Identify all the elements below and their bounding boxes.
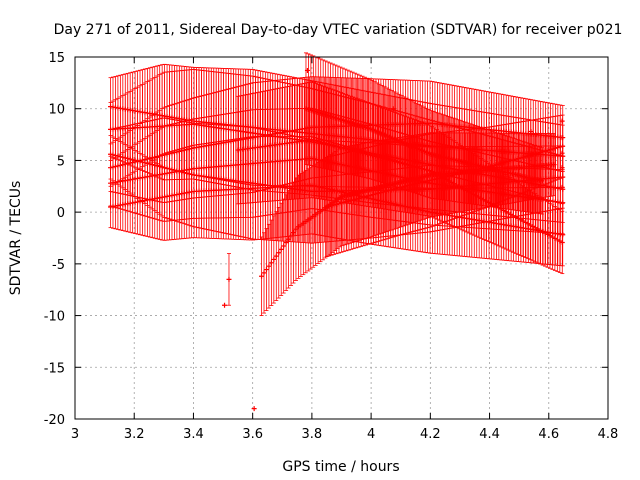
- data-point: [559, 239, 565, 245]
- data-layer: [108, 52, 566, 412]
- chart-title: Day 271 of 2011, Sidereal Day-to-day VTE…: [54, 22, 623, 38]
- data-point: [560, 232, 566, 238]
